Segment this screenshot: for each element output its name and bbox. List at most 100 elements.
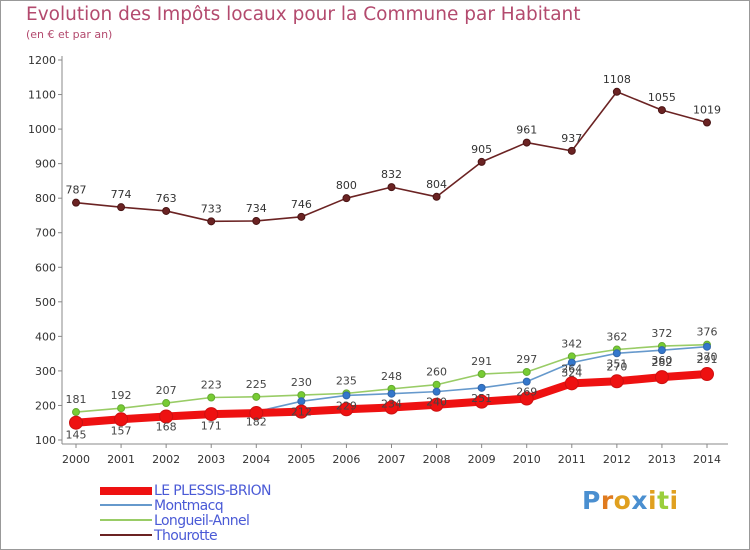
data-label-montmacq: 240 [426, 396, 447, 409]
data-point-montmacq [703, 342, 711, 351]
data-label-montmacq: 370 [697, 351, 718, 364]
data-label-thourotte: 774 [111, 188, 132, 201]
data-point-le-plessis-brion [294, 404, 309, 419]
data-point-le-plessis-brion [204, 407, 219, 422]
data-label-longueil-annel: 260 [426, 366, 447, 379]
data-label-thourotte: 1108 [603, 73, 631, 86]
data-point-longueil-annel [522, 367, 531, 376]
data-label-le-plessis-brion: 291 [697, 353, 718, 366]
data-label-longueil-annel: 297 [516, 353, 537, 366]
data-label-montmacq: 145 [66, 428, 87, 441]
legend-label: Montmacq [154, 498, 224, 514]
data-label-montmacq: 171 [201, 419, 222, 432]
data-point-montmacq [612, 349, 621, 358]
data-point-thourotte [207, 217, 216, 226]
y-tick-label: 800 [35, 192, 56, 205]
data-label-thourotte: 787 [66, 184, 87, 197]
legend-swatch-longueil-annel [100, 519, 152, 521]
data-point-montmacq [432, 387, 441, 396]
data-label-thourotte: 763 [156, 192, 177, 205]
data-point-montmacq [477, 383, 486, 392]
data-label-montmacq: 324 [561, 367, 582, 380]
data-label-longueil-annel: 372 [651, 327, 672, 340]
legend-swatch-le-plessis-brion [100, 487, 152, 495]
x-tick-label: 2014 [693, 453, 721, 466]
y-tick-label: 200 [35, 399, 56, 412]
data-point-le-plessis-brion [339, 402, 354, 417]
data-point-thourotte [297, 212, 306, 221]
data-label-thourotte: 733 [201, 202, 222, 215]
data-point-longueil-annel [252, 392, 261, 401]
data-point-thourotte [72, 198, 80, 207]
data-point-montmacq [567, 358, 576, 367]
y-tick-label: 600 [35, 261, 56, 274]
data-label-montmacq: 212 [291, 405, 312, 418]
data-label-longueil-annel: 235 [336, 374, 357, 387]
data-label-thourotte: 804 [426, 178, 447, 191]
data-point-le-plessis-brion [564, 376, 579, 391]
data-label-thourotte: 734 [246, 202, 267, 215]
data-point-thourotte [387, 183, 396, 192]
x-tick-label: 2006 [332, 453, 360, 466]
legend-label: Thourotte [154, 528, 218, 544]
data-point-longueil-annel [162, 399, 171, 408]
data-point-thourotte [612, 87, 621, 96]
data-point-montmacq [522, 377, 531, 386]
data-point-longueil-annel [432, 380, 441, 389]
data-label-longueil-annel: 248 [381, 370, 402, 383]
x-tick-label: 2001 [107, 453, 135, 466]
y-tick-label: 700 [35, 227, 56, 240]
data-point-le-plessis-brion [249, 406, 264, 421]
data-label-montmacq: 269 [516, 386, 537, 399]
x-tick-label: 2011 [558, 453, 586, 466]
data-label-thourotte: 1055 [648, 91, 676, 104]
x-tick-label: 2010 [513, 453, 541, 466]
data-point-le-plessis-brion [384, 400, 399, 415]
legend-swatch-montmacq [100, 504, 152, 506]
data-label-le-plessis-brion: 264 [561, 362, 582, 375]
data-point-montmacq [297, 397, 306, 406]
data-point-thourotte [567, 146, 576, 155]
x-tick-label: 2012 [603, 453, 631, 466]
data-label-thourotte: 905 [471, 143, 492, 156]
data-point-le-plessis-brion [474, 394, 489, 409]
data-point-montmacq [342, 391, 351, 400]
data-label-longueil-annel: 207 [156, 384, 177, 397]
x-tick-label: 2002 [152, 453, 180, 466]
chart-subtitle: (en € et par an) [26, 28, 113, 41]
data-label-longueil-annel: 291 [471, 355, 492, 368]
data-label-montmacq: 168 [156, 421, 177, 434]
data-label-longueil-annel: 342 [561, 337, 582, 350]
data-point-le-plessis-brion [114, 412, 129, 427]
chart-title: Evolution des Impôts locaux pour la Comm… [26, 4, 581, 25]
x-tick-label: 2005 [287, 453, 315, 466]
x-tick-label: 2009 [468, 453, 496, 466]
data-point-le-plessis-brion [159, 409, 174, 424]
data-label-thourotte: 937 [561, 132, 582, 145]
data-point-thourotte [657, 106, 666, 115]
data-label-montmacq: 182 [246, 416, 267, 429]
data-label-montmacq: 229 [336, 399, 357, 412]
data-point-thourotte [522, 138, 531, 147]
y-tick-label: 1200 [28, 54, 56, 67]
data-point-le-plessis-brion [609, 374, 624, 389]
data-point-montmacq [657, 346, 666, 355]
data-point-le-plessis-brion [700, 367, 714, 382]
data-point-le-plessis-brion [519, 391, 534, 406]
data-label-thourotte: 1019 [693, 104, 721, 117]
data-label-longueil-annel: 225 [246, 378, 267, 391]
x-tick-label: 2004 [242, 453, 270, 466]
data-label-montmacq: 251 [471, 392, 492, 405]
data-label-longueil-annel: 376 [697, 326, 718, 339]
data-label-montmacq: 234 [381, 398, 402, 411]
data-point-thourotte [252, 216, 261, 225]
data-label-longueil-annel: 192 [111, 389, 132, 402]
data-point-longueil-annel [117, 404, 126, 413]
data-point-thourotte [432, 192, 441, 201]
data-label-longueil-annel: 181 [66, 393, 87, 406]
x-tick-label: 2007 [378, 453, 406, 466]
data-point-montmacq [387, 389, 396, 398]
y-tick-label: 500 [35, 296, 56, 309]
data-point-le-plessis-brion [69, 415, 83, 430]
